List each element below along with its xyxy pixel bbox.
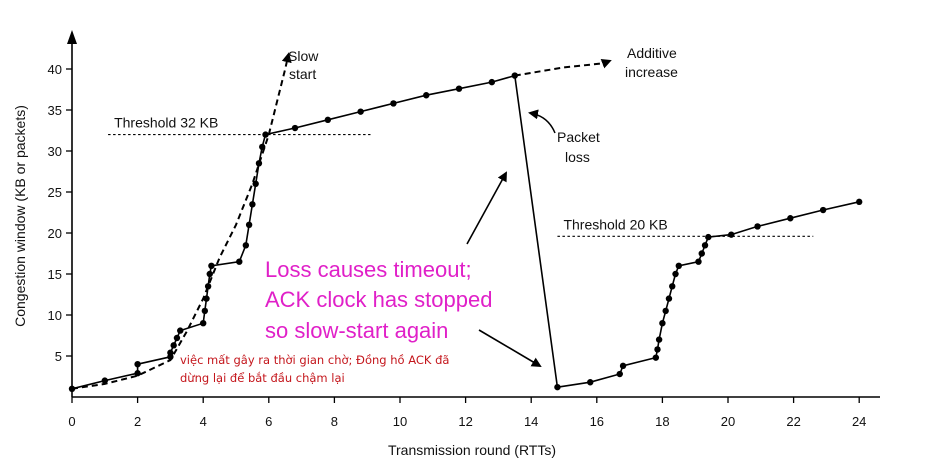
data-point <box>616 370 623 378</box>
data-point <box>242 242 250 249</box>
data-point <box>554 383 561 391</box>
packet-loss-label-line2: loss <box>565 149 590 165</box>
threshold-label: Threshold 20 KB <box>563 216 667 232</box>
packet-loss-label-line1: Packet <box>557 129 600 145</box>
data-point <box>659 320 666 327</box>
data-point <box>249 201 256 208</box>
data-point <box>695 258 702 265</box>
y-tick-label: 20 <box>48 226 62 241</box>
data-point <box>672 270 679 278</box>
dashed-reference-curve <box>514 59 612 77</box>
dashed-reference-curve <box>71 52 292 390</box>
x-axis-title: Transmission round (RTTs) <box>388 442 556 458</box>
data-point <box>167 349 174 356</box>
additive-increase-label-line1: Additive <box>627 45 677 61</box>
data-point <box>488 78 496 86</box>
x-tick-label: 6 <box>265 414 272 429</box>
data-point <box>698 250 705 257</box>
x-tick-label: 0 <box>68 414 75 429</box>
x-tick-label: 22 <box>786 414 800 429</box>
x-tick-label: 8 <box>331 414 338 429</box>
data-point <box>204 283 212 290</box>
data-point <box>177 327 184 334</box>
data-point <box>705 233 712 241</box>
data-point <box>255 160 263 167</box>
data-point <box>787 215 794 222</box>
data-point <box>619 362 627 370</box>
additive-increase-label-line2: increase <box>625 64 678 80</box>
data-point <box>206 270 213 278</box>
timeout-arrow-down <box>478 329 542 368</box>
x-tick-label: 2 <box>134 414 141 429</box>
data-point <box>669 283 676 290</box>
y-tick-label: 30 <box>48 144 62 159</box>
slow-start-label-line2: start <box>289 66 316 82</box>
x-tick-label: 10 <box>393 414 407 429</box>
data-point <box>652 354 660 361</box>
data-point <box>662 307 669 315</box>
y-axis-arrow <box>67 30 77 44</box>
data-point <box>259 143 266 151</box>
data-point <box>170 342 177 349</box>
y-tick-label: 40 <box>48 62 62 77</box>
data-point <box>654 346 661 353</box>
loss-note-line1: Loss causes timeout; <box>265 257 472 282</box>
timeout-arrow-up <box>466 171 507 245</box>
x-tick-label: 4 <box>200 414 207 429</box>
y-tick-label: 35 <box>48 103 62 118</box>
data-point <box>68 385 76 392</box>
data-point <box>754 223 761 230</box>
x-tick-label: 20 <box>721 414 735 429</box>
packet-loss-arrow <box>528 109 556 134</box>
data-point <box>134 361 141 368</box>
data-point <box>455 85 463 92</box>
y-tick-label: 25 <box>48 185 62 200</box>
y-tick-label: 15 <box>48 267 62 282</box>
vietnamese-note-line1: việc mất gây ra thời gian chờ; Đồng hồ A… <box>180 353 449 367</box>
x-tick-label: 24 <box>852 414 866 429</box>
data-point <box>511 72 518 79</box>
data-point <box>856 198 863 206</box>
data-point <box>701 242 709 249</box>
data-point <box>819 206 827 214</box>
threshold-label: Threshold 32 KB <box>114 115 218 131</box>
data-point <box>423 92 430 99</box>
data-point <box>208 262 215 269</box>
data-point <box>101 377 109 384</box>
data-point <box>587 379 594 386</box>
data-point <box>262 131 269 138</box>
data-point <box>665 295 673 302</box>
data-point <box>390 100 397 107</box>
data-point <box>291 124 299 132</box>
data-point <box>728 231 735 238</box>
loss-note-line2: ACK clock has stopped <box>265 287 492 312</box>
loss-note-line3: so slow-start again <box>265 318 448 343</box>
data-point <box>357 108 364 115</box>
x-tick-label: 14 <box>524 414 538 429</box>
data-point <box>655 336 663 343</box>
data-point <box>675 262 682 269</box>
y-axis-title: Congestion window (KB or packets) <box>12 105 28 327</box>
data-point <box>245 221 253 228</box>
data-point <box>173 334 181 342</box>
data-point <box>203 295 210 302</box>
data-point <box>134 370 141 377</box>
data-point <box>200 320 207 327</box>
data-point <box>252 180 259 187</box>
vietnamese-note-line2: dừng lại để bắt đầu chậm lại <box>180 371 345 385</box>
x-tick-label: 18 <box>655 414 669 429</box>
data-point <box>324 116 332 124</box>
y-tick-label: 10 <box>48 308 62 323</box>
x-tick-label: 12 <box>458 414 472 429</box>
data-point <box>236 258 243 265</box>
slow-start-label-line1: Slow <box>288 48 319 64</box>
x-tick-label: 16 <box>590 414 604 429</box>
y-tick-label: 5 <box>55 349 62 364</box>
data-point <box>201 307 209 315</box>
